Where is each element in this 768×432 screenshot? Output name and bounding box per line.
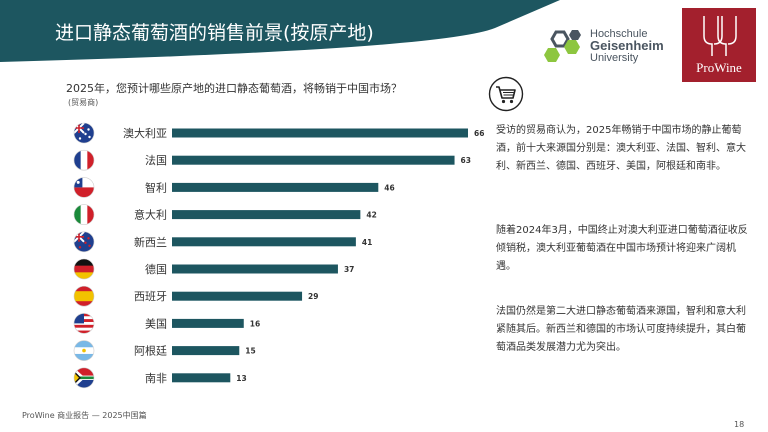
paragraph-2: 随着2024年3月，中国终止对澳大利亚进口葡萄酒征收反倾销税，澳大利亚葡萄酒在中… xyxy=(496,225,748,272)
paragraph-3: 法国仍然是第二大进口静态葡萄酒来源国，智利和意大利紧随其后。新西兰和德国的市场认… xyxy=(496,306,746,353)
category-label: 新西兰 xyxy=(134,235,167,249)
data-label: 42 xyxy=(366,211,376,220)
geisenheim-logo: Hochschule Geisenheim University xyxy=(542,28,672,72)
page-title: 进口静态葡萄酒的销售前景(按原产地) xyxy=(55,22,374,44)
header-banner: 进口静态葡萄酒的销售前景(按原产地) xyxy=(0,0,768,80)
header-shape xyxy=(0,0,560,62)
data-label: 29 xyxy=(308,292,318,301)
category-label: 智利 xyxy=(145,180,167,194)
survey-question: 2025年，您预计哪些原产地的进口静态葡萄酒，将畅销于中国市场？ xyxy=(66,82,402,95)
bar xyxy=(172,182,379,192)
italy-flag-icon xyxy=(73,204,95,225)
geisenheim-hexagon-icon xyxy=(544,30,581,62)
bar xyxy=(172,264,338,274)
page-number: 18 xyxy=(734,420,745,429)
data-label: 16 xyxy=(250,319,260,328)
footer-text: ProWine 商业报告 — 2025中国篇 xyxy=(22,411,147,420)
geisenheim-line3: University xyxy=(590,52,639,64)
category-label: 美国 xyxy=(145,317,167,330)
chile-flag-icon xyxy=(73,177,95,198)
category-label: 法国 xyxy=(145,153,167,167)
data-label: 66 xyxy=(474,129,484,138)
prowine-logo: ProWine xyxy=(682,8,756,82)
data-label: 13 xyxy=(236,374,246,383)
bar xyxy=(172,291,303,301)
spain-flag-icon xyxy=(73,285,95,307)
data-label: 41 xyxy=(362,238,372,247)
data-label: 63 xyxy=(461,156,471,165)
category-label: 澳大利亚 xyxy=(123,126,167,140)
australia-flag-icon xyxy=(73,122,95,144)
geisenheim-line2: Geisenheim xyxy=(590,38,664,53)
bar xyxy=(172,318,244,328)
usa-flag-icon xyxy=(73,313,95,334)
prowine-logo-text: ProWine xyxy=(696,60,742,75)
bar xyxy=(172,210,361,220)
france-flag-icon xyxy=(73,149,95,171)
data-label: 37 xyxy=(344,265,354,274)
shopping-cart-icon xyxy=(488,76,524,112)
category-label: 西班牙 xyxy=(134,290,167,303)
bar xyxy=(172,373,231,383)
bar xyxy=(172,155,455,165)
category-label: 南非 xyxy=(145,372,167,385)
new-zealand-flag-icon xyxy=(73,231,95,253)
category-label: 意大利 xyxy=(134,208,167,222)
geisenheim-line1: Hochschule xyxy=(590,28,648,40)
bar xyxy=(172,237,356,247)
argentina-flag-icon xyxy=(73,340,95,361)
category-label: 德国 xyxy=(145,262,167,276)
unit-label: (贸易商) xyxy=(68,98,99,107)
wine-glasses-icon xyxy=(703,16,737,56)
bar xyxy=(172,346,240,356)
south-africa-flag-icon xyxy=(73,367,95,389)
data-label: 46 xyxy=(384,183,394,192)
category-label: 阿根廷 xyxy=(134,344,167,358)
bar xyxy=(172,128,468,138)
paragraph-1: 受访的贸易商认为，2025年畅销于中国市场的静止葡萄酒，前十大来源国分别是：澳大… xyxy=(496,125,746,172)
germany-flag-icon xyxy=(73,258,95,280)
data-label: 15 xyxy=(245,347,255,356)
